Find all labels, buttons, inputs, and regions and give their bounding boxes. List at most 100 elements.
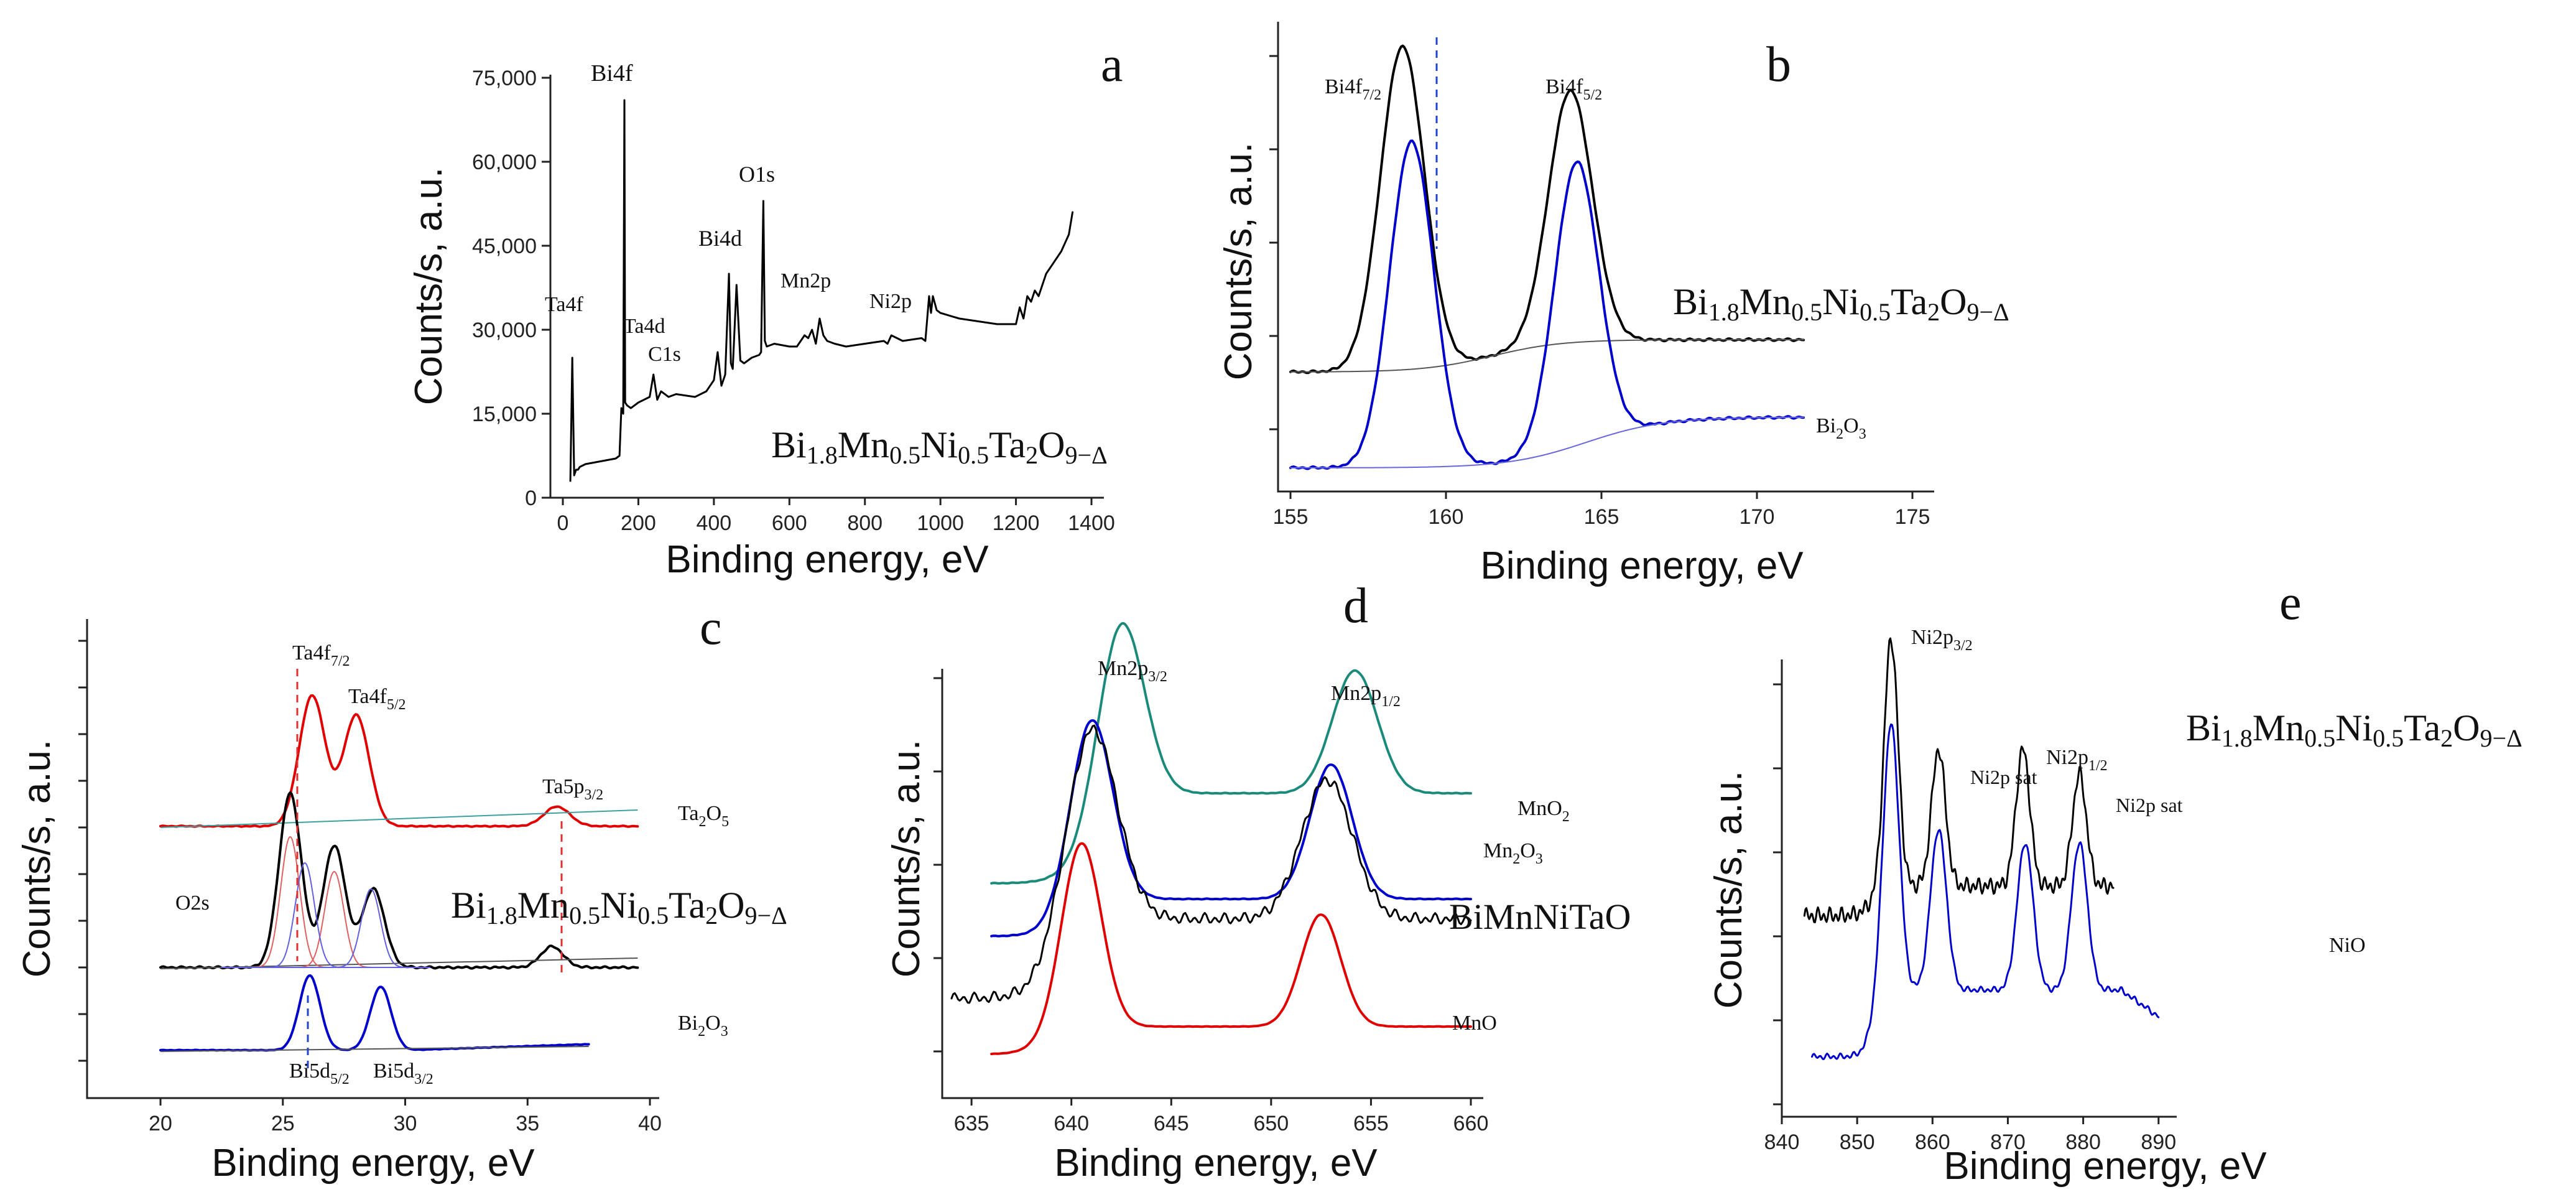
xtick-label: 1200 [993,511,1040,535]
xtick-label: 850 [1840,1130,1875,1154]
b-ann-bi4f72: Bi4f7/2 [1325,75,1381,103]
e-ann-ni2p-sat-2: Ni2p sat [2116,794,2183,816]
xtick-label: 1000 [917,511,964,535]
xtick-label: 200 [621,511,656,535]
xtick-label: 1400 [1068,511,1115,535]
c-ta2o5-bg [160,809,638,828]
xtick-label: 860 [1915,1130,1950,1154]
panel-a-ticks: 0 200 400 600 800 1000 1200 1400 0 15,000 30,000 45… [472,67,1115,535]
ytick-label: 30,000 [472,319,537,342]
panel-d-ticks: 635 640 645 650 655 660 [934,677,1489,1135]
a-ann-ta4d: Ta4d [623,315,665,338]
a-ann-bi4d: Bi4d [698,226,742,251]
panel-a-formula: Bi1.8Mn0.5Ni0.5Ta2O9−Δ [771,424,1108,469]
panel-c-xlabel: Binding energy, eV [211,1142,535,1185]
xtick-label: 640 [1054,1112,1089,1135]
d-ann-bimnnitao: BiMnNiTaO [1449,897,1631,937]
c-series-bi2o3 [159,974,590,1052]
d-ann-mn2p12: Mn2p1/2 [1331,682,1401,710]
ytick-label: 60,000 [472,151,537,174]
panel-d-label: d [1343,579,1368,633]
xtick-label: 155 [1273,505,1309,529]
e-ann-ni2p12: Ni2p1/2 [2046,746,2108,774]
c-fit-component [221,871,430,968]
xtick-label: 20 [149,1112,172,1135]
panel-e-ylabel: Counts/s, a.u. [1707,771,1750,1009]
e-ann-ni2p-sat-1: Ni2p sat [1970,766,2037,788]
panel-c-curves [159,694,639,1052]
c-series-ta2o5 [159,694,639,828]
panel-e-ticks: 840 850 860 870 880 890 [1764,683,2176,1154]
panel-d: 635 640 645 650 655 660 d Mn2p3/2 Mn2p1/2 MnO… [885,579,1631,1185]
panel-c-ylabel: Counts/s, a.u. [16,740,58,978]
c-fit-component [221,888,430,968]
panel-c-label: c [700,600,722,655]
xtick-label: 840 [1764,1130,1800,1154]
e-ann-ni2p32: Ni2p3/2 [1911,626,1973,654]
panel-e: 840 850 860 870 880 890 e Ni2p3/2 Ni2p sat Ni… [1707,575,2523,1188]
xtick-label: 170 [1740,505,1775,529]
ytick-label: 15,000 [472,403,537,426]
a-ann-bi4f: Bi4f [591,60,633,86]
d-ann-mn2o3: Mn2O3 [1483,839,1543,867]
panel-a-xlabel: Binding energy, eV [665,538,989,581]
xtick-label: 890 [2141,1130,2176,1154]
c-ann-ta2o5: Ta2O5 [678,802,729,830]
e-ann-nio: NiO [2329,934,2366,957]
c-ann-bi5d32: Bi5d3/2 [373,1060,433,1088]
panel-e-curves [1803,637,2160,1060]
panel-c-axes [86,619,659,1099]
d-ann-mno: MnO [1452,1012,1497,1035]
xtick-label: 645 [1154,1112,1189,1135]
c-ann-bi5d52: Bi5d5/2 [289,1060,350,1088]
panel-d-axes [941,669,1483,1099]
panel-e-axes [1781,659,2177,1118]
b-ann-bi2o3: Bi2O3 [1816,414,1866,442]
xtick-label: 650 [1253,1112,1289,1135]
xtick-label: 635 [954,1112,989,1135]
panel-b-xlabel: Binding energy, eV [1480,544,1804,587]
a-ann-c1s: C1s [648,343,681,366]
xtick-label: 660 [1453,1112,1489,1135]
a-ann-ni2p: Ni2p [869,290,912,313]
e-series-sample [1803,637,2115,923]
xtick-label: 165 [1584,505,1619,529]
d-ann-mn2p32: Mn2p3/2 [1098,657,1167,685]
a-ann-o1s: O1s [739,162,775,187]
panel-b-formula: Bi1.8Mn0.5Ni0.5Ta2O9−Δ [1673,281,2009,326]
a-ann-mn2p: Mn2p [781,269,831,292]
panel-b: 155 160 165 170 175 b Bi4f7/2 Bi4f5/2 Bi2O3 … [1217,22,2009,587]
panel-d-curves [950,622,1472,1056]
xtick-label: 655 [1353,1112,1389,1135]
c-ann-ta5p32: Ta5p3/2 [542,775,603,803]
c-bi2o3-bg [160,1046,589,1052]
xtick-label: 175 [1895,505,1930,529]
xtick-label: 160 [1429,505,1464,529]
ytick-label: 45,000 [472,235,537,258]
xtick-label: 0 [557,511,569,535]
b-series-bi2o3-bg [1290,416,1804,468]
xtick-label: 40 [638,1112,662,1135]
panel-b-ylabel: Counts/s, a.u. [1217,142,1260,381]
a-ann-ta4f: Ta4f [545,293,583,316]
panel-b-ticks: 155 160 165 170 175 [1269,55,1930,529]
panel-a: 0 200 400 600 800 1000 1200 1400 0 15,000 30,000 45… [407,37,1123,581]
xtick-label: 800 [847,511,883,535]
xtick-label: 880 [2065,1130,2101,1154]
c-ann-ta4f52: Ta4f5/2 [348,685,405,713]
xtick-label: 870 [1990,1130,2026,1154]
panel-a-ylabel: Counts/s, a.u. [407,167,450,406]
panel-e-formula: Bi1.8Mn0.5Ni0.5Ta2O9−Δ [2186,707,2523,752]
d-series-mno [990,842,1472,1056]
panel-a-label: a [1101,37,1123,92]
panel-e-label: e [2279,575,2302,630]
d-ann-mno2: MnO2 [1517,797,1570,825]
panel-e-xlabel: Binding energy, eV [1944,1145,2267,1188]
panel-d-xlabel: Binding energy, eV [1054,1142,1378,1185]
panel-c-ticks: 20 25 30 35 40 [78,640,662,1135]
xtick-label: 25 [271,1112,295,1135]
xtick-label: 600 [772,511,807,535]
d-series-sample [950,724,1472,1004]
ytick-label: 75,000 [472,67,537,90]
